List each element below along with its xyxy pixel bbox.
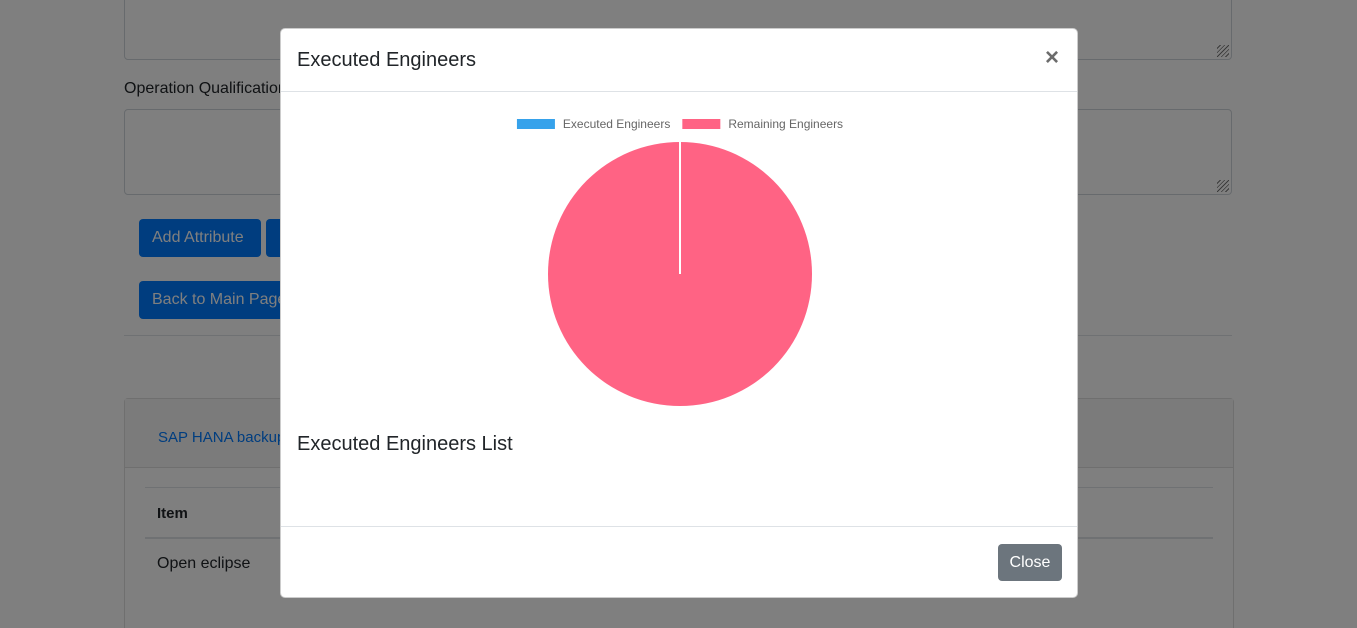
legend-swatch-remaining-engineers[interactable] <box>682 119 721 129</box>
legend-swatch-executed-engineers[interactable] <box>516 119 555 129</box>
executed-engineers-modal: Executed Engineers × Executed Engineers R… <box>280 28 1078 598</box>
legend-label-executed-engineers[interactable]: Executed Engineers <box>563 117 670 131</box>
engineers-list-title: Executed Engineers List <box>297 433 513 455</box>
engineers-pie-chart: Executed Engineers Remaining Engineers <box>516 117 843 406</box>
modal-footer: Close <box>281 526 1077 597</box>
close-button[interactable]: Close <box>998 544 1062 581</box>
chart-slices <box>548 142 812 406</box>
close-icon[interactable]: × <box>1041 45 1063 71</box>
chart-legend: Executed Engineers Remaining Engineers <box>516 117 843 131</box>
modal-title: Executed Engineers <box>297 49 477 71</box>
modal-header: Executed Engineers × <box>281 29 1077 92</box>
legend-label-remaining-engineers[interactable]: Remaining Engineers <box>728 117 843 131</box>
